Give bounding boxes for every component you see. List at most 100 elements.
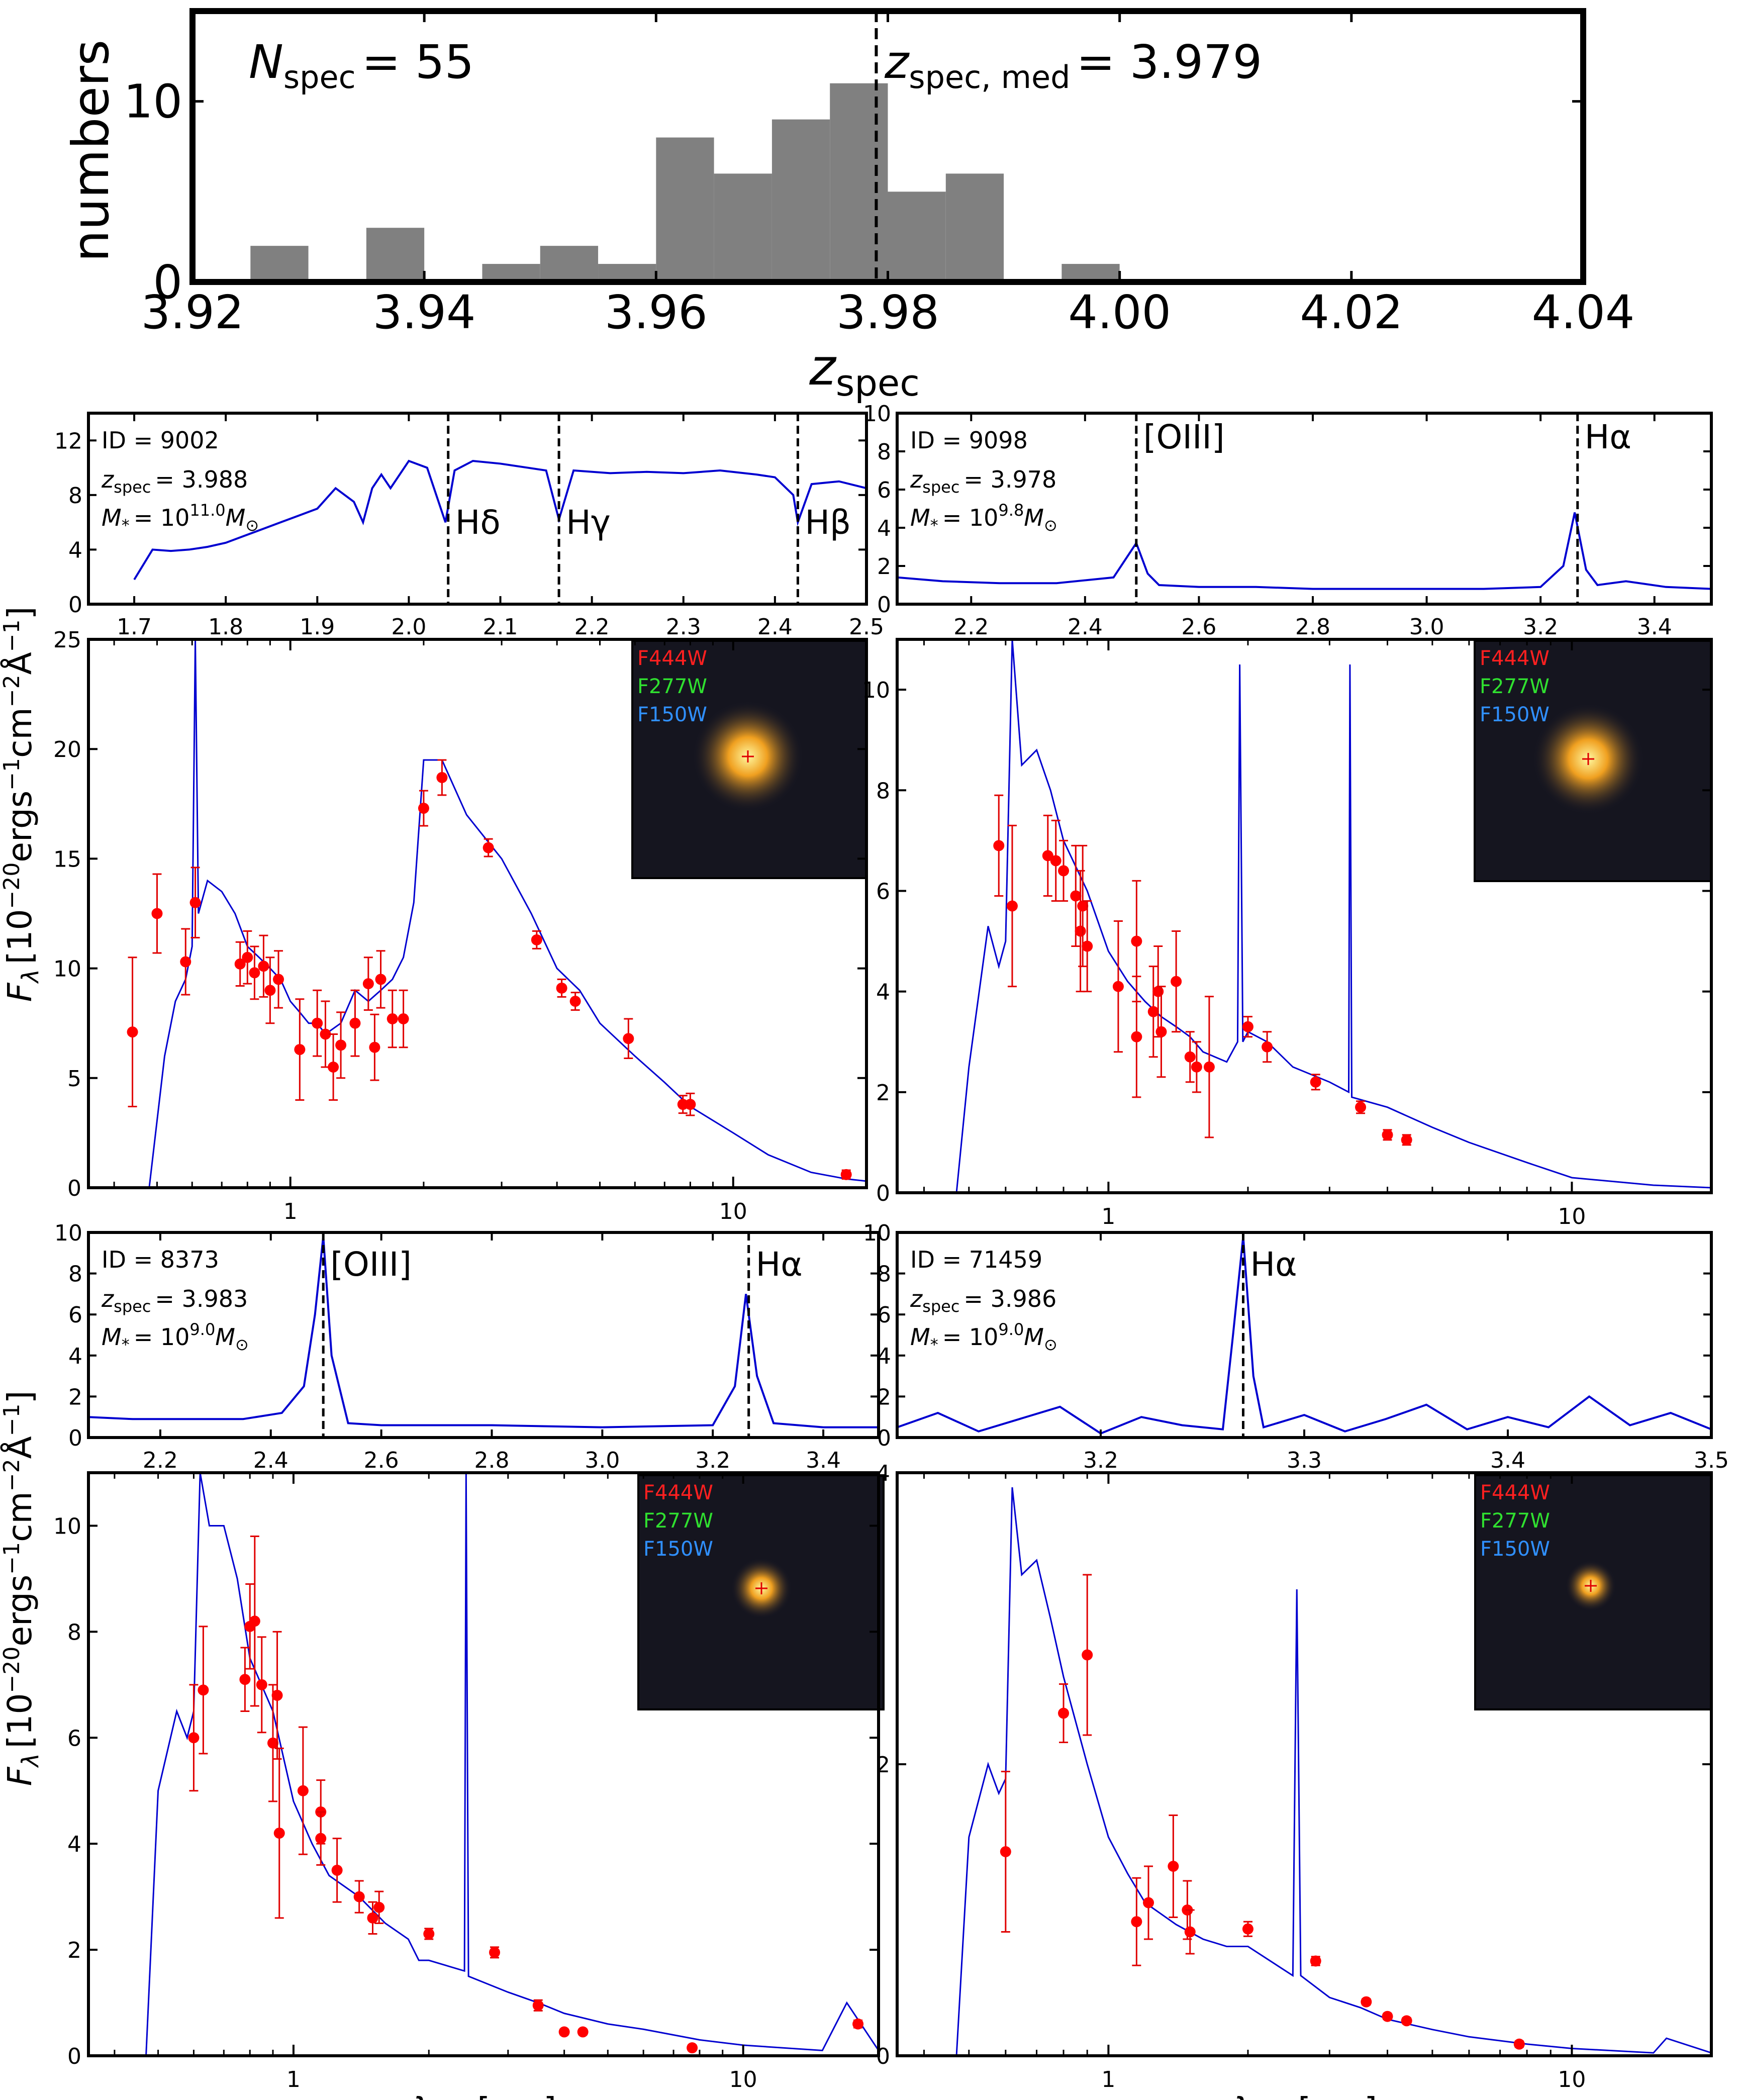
photometry-point (569, 996, 581, 1007)
photometry-point (1147, 1006, 1159, 1017)
y-tick-label: 4 (877, 516, 891, 541)
y-tick-label: 4 (68, 1344, 82, 1369)
y-tick-label: 6 (68, 1302, 82, 1328)
x-tick-label: 4.04 (1532, 285, 1635, 339)
y-tick-label: 0 (876, 2044, 890, 2069)
y-tick-label: 5 (67, 1066, 81, 1092)
photometry-point (577, 2026, 589, 2038)
x-tick-label: 2.1 (483, 614, 518, 640)
photometry-point (375, 974, 387, 985)
mass-exponent: 9.0 (189, 1320, 215, 1339)
mass-symbol: M (102, 504, 122, 531)
photometry-point (556, 982, 567, 994)
mass-value: = 10 (134, 1323, 190, 1351)
y-tick-label: 2 (876, 1080, 890, 1106)
photometry-point (1131, 935, 1142, 947)
x-tick-label: 2.0 (391, 614, 426, 640)
cutout-inset: F444W F277W F150W (1474, 1474, 1712, 1710)
x-tick-label: 2.6 (364, 1448, 399, 1473)
z-symbol: z (101, 1285, 114, 1312)
photometry-point (353, 1891, 365, 1902)
z-symbol: z (884, 35, 910, 89)
sed-panel-71459: F444W F277W F150W 1 10 0 2 4 λobs[μm] (876, 1461, 1713, 2100)
x-tick-label: 1 (286, 2067, 301, 2092)
spectrum-panel-9098: [OIII] Hα 2.2 2.4 2.6 2.8 3.0 3.2 3.4 0 2 4 6 8 10 ID =… (863, 401, 1713, 640)
x-tick-label: 2.2 (953, 614, 989, 640)
mass-sun: ⊙ (1044, 516, 1057, 535)
photometry-point (993, 840, 1005, 851)
y-tick-label: 6 (877, 1302, 891, 1328)
x-axis-subscript: spec (836, 362, 920, 404)
y-tick-label: 10 (863, 401, 891, 427)
photometry-point (687, 2042, 698, 2054)
photometry-point (335, 1039, 347, 1051)
y-tick-label: 8 (67, 1619, 81, 1645)
y-subscript: λ (17, 969, 44, 984)
sed-panel-9098: F444W F277W F150W 1 10 0 2 4 6 8 10 (862, 638, 1713, 1229)
sed-frame (87, 1471, 880, 2057)
photometry-point (328, 1061, 339, 1073)
x-tick-label: 3.4 (1490, 1448, 1525, 1473)
y-exp: −20 (0, 1647, 25, 1693)
photometry-point (1242, 1923, 1253, 1935)
x-axis-label: λobs[μm] (409, 2090, 556, 2100)
x-tick-label: 2.6 (1181, 614, 1216, 640)
x-tick-label: 2.2 (143, 1448, 178, 1473)
y-tick-label: 10 (862, 678, 890, 703)
mass-unit: M (1024, 504, 1044, 531)
sed-model-line (148, 639, 866, 1188)
photometry-point (1070, 890, 1082, 902)
photometry-point (249, 967, 260, 979)
x-tick-label: 1.8 (208, 614, 243, 640)
photometry-point (423, 1928, 435, 1940)
x-tick-label: 3.5 (1694, 1448, 1729, 1473)
y-tick-label: 0 (877, 1425, 891, 1451)
filter-label: F277W (643, 1509, 713, 1533)
line-label: Hγ (566, 503, 611, 542)
y-tick-label: 10 (54, 1220, 82, 1246)
photometry-point (249, 1615, 260, 1627)
y-tick-label: 6 (876, 879, 890, 904)
spectrum-frame (87, 1231, 880, 1439)
y-exp-3: −2 (0, 1459, 25, 1491)
y-unit-4: Å (1, 652, 39, 675)
photometry-point (256, 1679, 267, 1690)
y-tick-label: 8 (68, 483, 82, 509)
y-unit-3: cm (1, 707, 39, 758)
x-tick-label: 1 (1101, 2067, 1115, 2092)
x-tick-label: 3.0 (585, 1448, 620, 1473)
photometry-point (1112, 981, 1124, 992)
histogram-bar (945, 173, 1004, 282)
y-unit-2: ergs (1, 1575, 39, 1647)
y-exp-2: −1 (0, 758, 25, 791)
sed-frame (896, 638, 1713, 1194)
photometry-point (840, 1169, 852, 1180)
photometry-point (349, 1017, 361, 1029)
filter-label: F444W (637, 647, 707, 670)
x-tick-label: 10 (719, 1199, 747, 1224)
mass-label: M* = 1011.0M⊙ (102, 501, 259, 535)
filter-label: F150W (643, 1538, 713, 1561)
sed-frame (87, 638, 868, 1189)
photometry-point (1042, 850, 1053, 862)
photometry-point (1058, 1707, 1070, 1719)
spectrum-line (897, 512, 1711, 590)
z-value: = 3.978 (963, 466, 1056, 493)
photometry-point (1191, 1061, 1202, 1073)
y-tick-label: 8 (877, 439, 891, 465)
mass-symbol: M (910, 1323, 930, 1351)
photometry-point (362, 978, 374, 990)
y-tick-label: 4 (876, 1461, 890, 1486)
x-axis-label: λobs[μm] (1230, 2090, 1377, 2100)
photometry-point (1075, 925, 1086, 937)
y-tick-label: 4 (877, 1344, 891, 1369)
photometry-point (198, 1684, 209, 1696)
photometry-point (1168, 1861, 1179, 1872)
photometry-point (1184, 1051, 1196, 1063)
y-exp: −20 (0, 863, 25, 909)
n-subscript: spec (283, 59, 356, 96)
filter-label: F277W (1480, 1509, 1550, 1533)
photometry-point (1310, 1955, 1321, 1967)
sed-panel-9002: F444W F277W F150W 1 10 0 5 10 15 20 25 (53, 627, 868, 1224)
